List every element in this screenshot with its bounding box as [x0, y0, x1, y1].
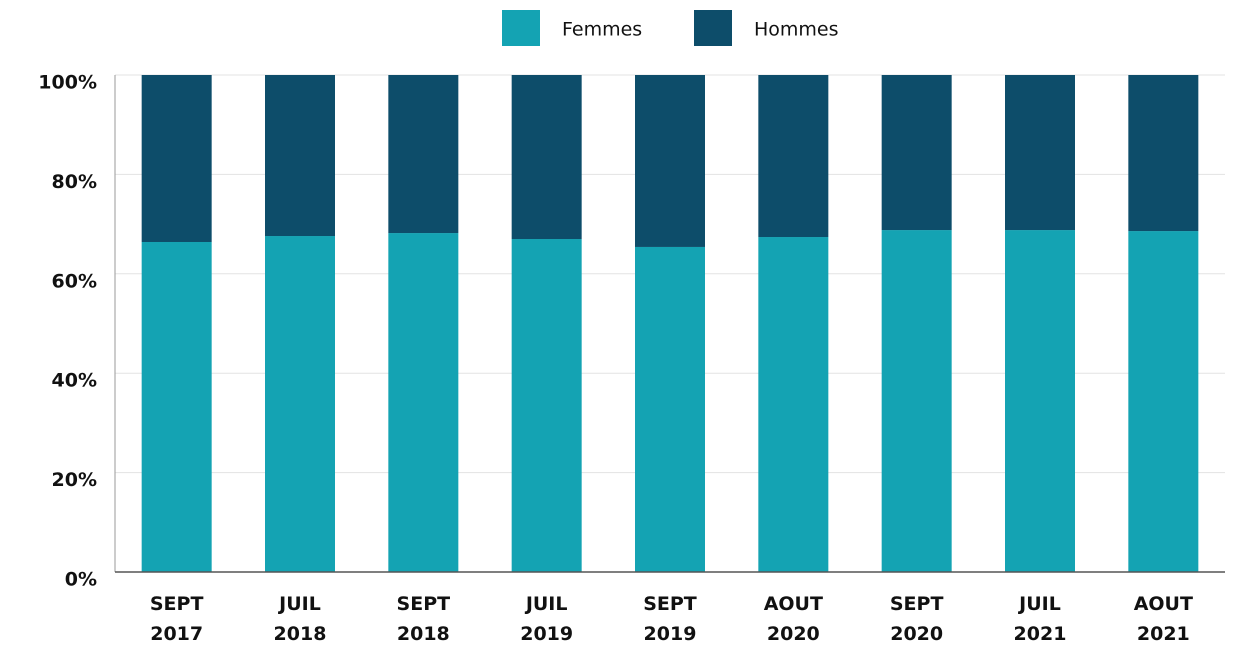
x-tick-label-line: JUIL — [277, 593, 321, 615]
x-tick-label-line: AOUT — [1134, 593, 1193, 615]
bar-segment — [388, 75, 459, 234]
bar-segment — [881, 75, 952, 231]
x-tick-label-line: 2018 — [274, 623, 327, 645]
bar-segment — [1128, 75, 1199, 232]
bar-segment — [1005, 230, 1075, 572]
x-tick-label-line: 2019 — [520, 623, 573, 645]
x-tick-label: SEPT 2018 — [397, 593, 451, 645]
x-tick-label-line: 2021 — [1137, 623, 1190, 645]
legend-label: Hommes — [754, 19, 839, 41]
x-tick-label: SEPT 2019 — [643, 593, 697, 645]
y-tick-label: 100% — [38, 72, 97, 94]
y-tick-label: 40% — [52, 370, 97, 392]
x-tick-label-line: 2020 — [767, 623, 820, 645]
x-tick-label-line: JUIL — [1017, 593, 1061, 615]
bar-segment — [635, 246, 705, 572]
bar-segment — [141, 75, 212, 242]
x-tick-label-line: SEPT — [643, 593, 697, 615]
legend-swatch — [502, 10, 540, 46]
x-tick-label-line: 2021 — [1014, 623, 1067, 645]
x-tick-label: JUIL 2019 — [520, 593, 573, 645]
x-tick-label-line: 2018 — [397, 623, 450, 645]
bar-segment — [758, 237, 829, 572]
x-tick-label-line: SEPT — [890, 593, 944, 615]
y-tick-label: 0% — [65, 569, 97, 591]
y-tick-label: 80% — [52, 171, 97, 193]
legend-label: Femmes — [562, 19, 642, 41]
y-tick-label: 60% — [52, 270, 97, 292]
bar-segment — [265, 75, 335, 237]
bar-segment — [388, 233, 459, 572]
x-tick-label-line: SEPT — [397, 593, 451, 615]
legend-swatch — [694, 10, 732, 46]
x-tick-label-line: SEPT — [150, 593, 204, 615]
bar-segment — [1128, 231, 1199, 573]
bar-segment — [141, 241, 212, 572]
x-tick-label: JUIL 2018 — [274, 593, 327, 645]
x-tick-label-line: 2019 — [644, 623, 697, 645]
x-tick-label: SEPT 2017 — [150, 593, 204, 645]
x-tick-label-line: 2020 — [890, 623, 943, 645]
x-tick-label-line: 2017 — [150, 623, 203, 645]
x-tick-label: AOUT 2020 — [764, 593, 823, 645]
x-tick-label-line: AOUT — [764, 593, 823, 615]
bar-segment — [881, 230, 952, 572]
bar-segment — [511, 75, 582, 240]
x-tick-label: JUIL 2021 — [1014, 593, 1067, 645]
x-tick-label-line: JUIL — [524, 593, 568, 615]
bar-segment — [758, 75, 829, 238]
bar-segment — [635, 75, 705, 247]
bar-segment — [1005, 75, 1075, 231]
x-tick-label: AOUT 2021 — [1134, 593, 1193, 645]
x-tick-label: SEPT 2020 — [890, 593, 944, 645]
bar-segment — [511, 239, 582, 572]
bar-segment — [265, 236, 335, 572]
y-tick-label: 20% — [52, 469, 97, 491]
